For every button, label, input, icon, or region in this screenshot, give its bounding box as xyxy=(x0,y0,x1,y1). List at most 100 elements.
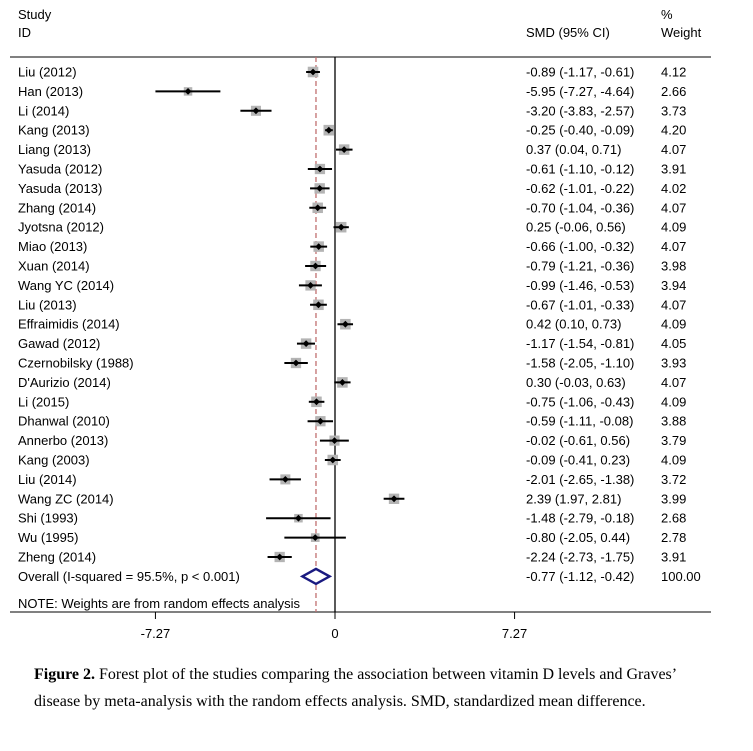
study-ci-text: 0.25 (-0.06, 0.56) xyxy=(526,220,626,235)
study-ci-text: -0.75 (-1.06, -0.43) xyxy=(526,394,634,409)
study-weight-text: 4.02 xyxy=(661,181,686,196)
study-weight-text: 4.12 xyxy=(661,65,686,80)
study-weight-text: 3.98 xyxy=(661,259,686,274)
study-label: Yasuda (2013) xyxy=(18,181,102,196)
study-weight-text: 4.07 xyxy=(661,239,686,254)
study-ci-text: -0.67 (-1.01, -0.33) xyxy=(526,297,634,312)
point-estimate xyxy=(313,398,320,406)
note-text: NOTE: Weights are from random effects an… xyxy=(18,596,301,611)
point-estimate xyxy=(317,417,324,425)
study-label: D'Aurizio (2014) xyxy=(18,375,111,390)
study-ci-text: -3.20 (-3.83, -2.57) xyxy=(526,103,634,118)
point-estimate xyxy=(339,379,346,386)
study-ci-text: -0.80 (-2.05, 0.44) xyxy=(526,530,630,545)
study-ci-text: -5.95 (-7.27, -4.64) xyxy=(526,84,634,99)
study-weight-text: 3.88 xyxy=(661,414,686,429)
forest-plot: Study ID SMD (95% CI) % Weight Liu (2012… xyxy=(10,7,711,641)
study-ci-text: -1.17 (-1.54, -0.81) xyxy=(526,336,634,351)
study-weight-text: 3.79 xyxy=(661,433,686,448)
study-label: Yasuda (2012) xyxy=(18,162,102,177)
study-label: Shi (1993) xyxy=(18,511,78,526)
study-ci-text: -0.09 (-0.41, 0.23) xyxy=(526,453,630,468)
study-ci-text: 0.30 (-0.03, 0.63) xyxy=(526,375,626,390)
overall-weight-text: 100.00 xyxy=(661,569,701,584)
axis-tick-label: 7.27 xyxy=(502,626,527,641)
study-ci-text: -0.66 (-1.00, -0.32) xyxy=(526,239,634,254)
study-weight-text: 4.09 xyxy=(661,453,686,468)
caption-text: Forest plot of the studies comparing the… xyxy=(34,666,676,710)
study-ci-text: -1.58 (-2.05, -1.10) xyxy=(526,356,634,371)
study-weight-text: 3.91 xyxy=(661,162,686,177)
point-estimate xyxy=(337,223,345,231)
study-label: Effraimidis (2014) xyxy=(18,317,120,332)
study-ci-text: -0.79 (-1.21, -0.36) xyxy=(526,259,634,274)
point-estimate xyxy=(302,340,310,347)
study-label: Han (2013) xyxy=(18,84,83,99)
study-weight-text: 3.73 xyxy=(661,103,686,118)
point-estimate xyxy=(341,320,349,328)
study-label: Miao (2013) xyxy=(18,239,87,254)
study-label: Wang YC (2014) xyxy=(18,278,114,293)
study-weight-text: 4.07 xyxy=(661,142,686,157)
point-estimate xyxy=(311,534,319,541)
point-estimate xyxy=(281,476,289,483)
study-ci-text: -0.59 (-1.11, -0.08) xyxy=(526,414,633,429)
axis-tick-label: -7.27 xyxy=(141,626,171,641)
header-id: ID xyxy=(18,25,31,40)
study-weight-text: 3.91 xyxy=(661,550,686,565)
study-weight-text: 2.66 xyxy=(661,84,686,99)
study-ci-text: -0.61 (-1.10, -0.12) xyxy=(526,162,634,177)
study-label: Zheng (2014) xyxy=(18,550,96,565)
study-ci-text: 2.39 (1.97, 2.81) xyxy=(526,491,621,506)
study-ci-text: -0.02 (-0.61, 0.56) xyxy=(526,433,630,448)
point-estimate xyxy=(309,68,317,76)
axis-tick-label: 0 xyxy=(331,626,338,641)
point-estimate xyxy=(390,495,398,503)
point-estimate xyxy=(316,165,324,173)
study-weight-text: 3.94 xyxy=(661,278,686,293)
study-weight-text: 4.09 xyxy=(661,317,686,332)
overall-ci-text: -0.77 (-1.12, -0.42) xyxy=(526,569,634,584)
point-estimate xyxy=(329,456,337,464)
header-smd: SMD (95% CI) xyxy=(526,25,610,40)
overall-label: Overall (I-squared = 95.5%, p < 0.001) xyxy=(18,569,240,584)
study-ci-text: -0.62 (-1.01, -0.22) xyxy=(526,181,634,196)
header-percent: % xyxy=(661,7,673,22)
study-weight-text: 3.93 xyxy=(661,356,686,371)
point-estimate xyxy=(295,514,302,522)
study-weight-text: 4.09 xyxy=(661,394,686,409)
study-ci-text: -2.01 (-2.65, -1.38) xyxy=(526,472,634,487)
study-label: Gawad (2012) xyxy=(18,336,100,351)
point-estimate xyxy=(340,146,348,153)
study-ci-text: -0.25 (-0.40, -0.09) xyxy=(526,123,634,138)
study-label: Liang (2013) xyxy=(18,142,91,157)
study-weight-text: 2.68 xyxy=(661,511,686,526)
point-estimate xyxy=(316,185,324,192)
overall-diamond xyxy=(299,567,333,586)
caption-label: Figure 2. xyxy=(34,666,96,683)
study-ci-text: -0.89 (-1.17, -0.61) xyxy=(526,65,634,80)
study-weight-text: 4.07 xyxy=(661,200,686,215)
point-estimate xyxy=(314,204,322,212)
study-weight-text: 4.07 xyxy=(661,297,686,312)
study-label: Xuan (2014) xyxy=(18,259,90,274)
header-weight: Weight xyxy=(661,25,702,40)
study-weight-text: 4.07 xyxy=(661,375,686,390)
study-label: Czernobilsky (1988) xyxy=(18,356,134,371)
study-label: Kang (2013) xyxy=(18,123,90,138)
study-weight-text: 4.20 xyxy=(661,123,686,138)
study-label: Liu (2013) xyxy=(18,297,77,312)
point-estimate xyxy=(292,359,300,367)
study-ci-text: 0.37 (0.04, 0.71) xyxy=(526,142,621,157)
study-weight-text: 4.05 xyxy=(661,336,686,351)
study-ci-text: -2.24 (-2.73, -1.75) xyxy=(526,550,634,565)
study-label: Liu (2012) xyxy=(18,65,77,80)
study-label: Liu (2014) xyxy=(18,472,77,487)
study-weight-text: 2.78 xyxy=(661,530,686,545)
point-estimate xyxy=(252,107,260,115)
study-label: Wang ZC (2014) xyxy=(18,491,114,506)
point-estimate xyxy=(312,262,319,270)
study-label: Jyotsna (2012) xyxy=(18,220,104,235)
study-label: Zhang (2014) xyxy=(18,200,96,215)
point-estimate xyxy=(276,553,284,561)
